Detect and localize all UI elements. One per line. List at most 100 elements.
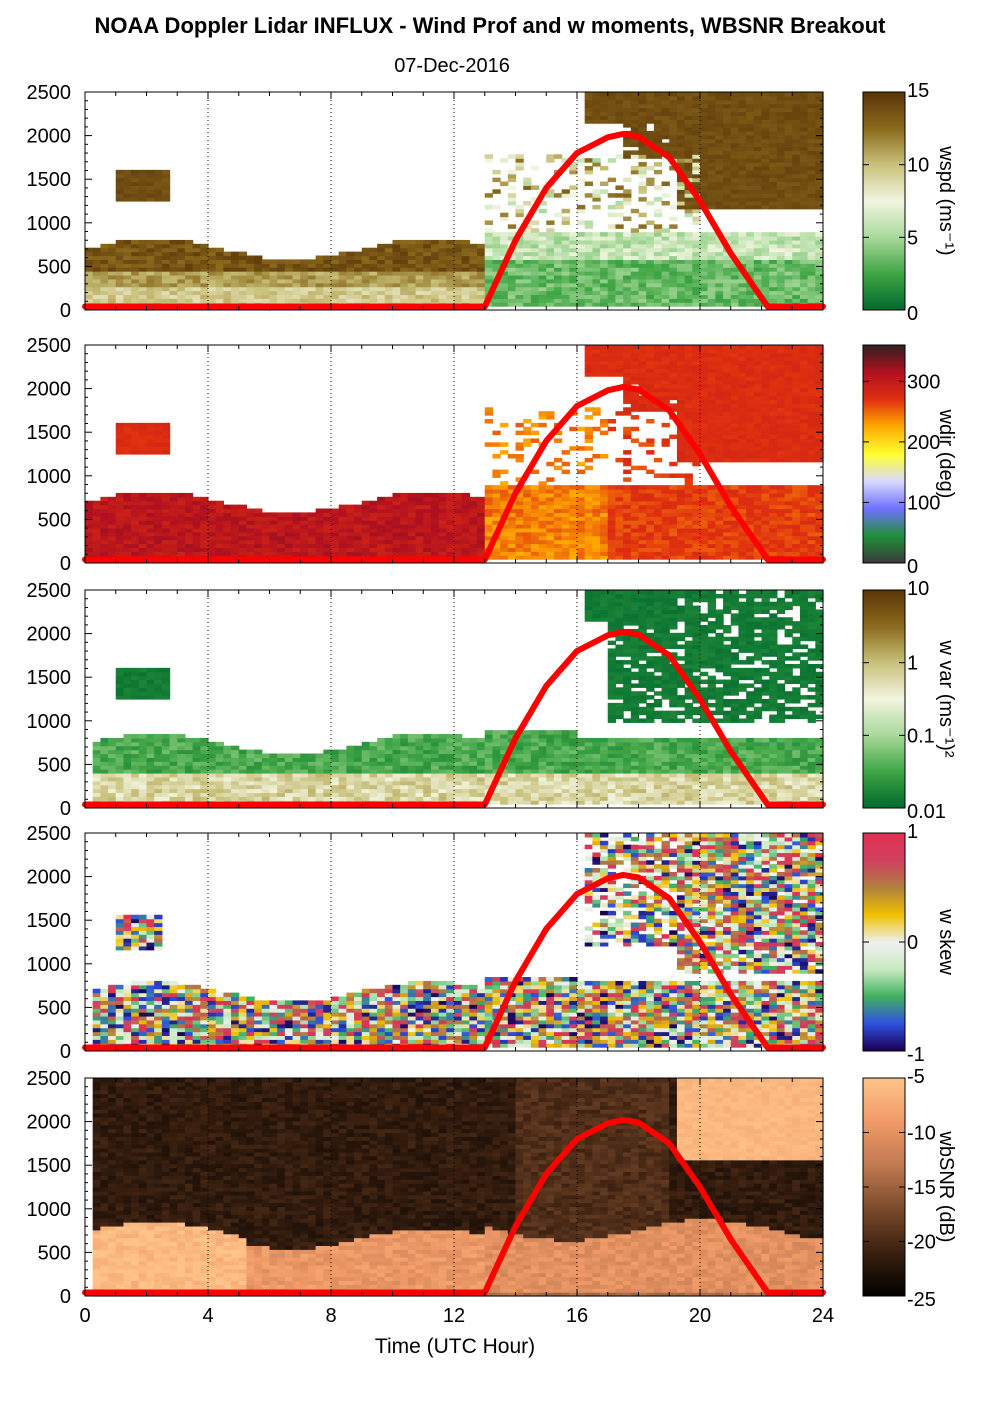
heatmap-cell: [115, 278, 125, 284]
heatmap-cell: [623, 290, 632, 296]
heatmap-cell: [707, 294, 716, 299]
heatmap-cell: [515, 454, 524, 459]
heatmap-cell: [231, 551, 240, 556]
heatmap-cell: [530, 220, 540, 225]
heatmap-cell: [392, 547, 401, 552]
heatmap-cell: [523, 527, 532, 533]
heatmap-cell: [530, 236, 540, 241]
heatmap-cell: [715, 92, 724, 97]
heatmap-cell: [569, 255, 578, 260]
heatmap-cell: [715, 158, 724, 163]
heatmap-cell: [799, 290, 809, 296]
heatmap-cell: [815, 154, 824, 159]
heatmap-cell: [146, 426, 155, 432]
heatmap-cell: [669, 236, 678, 241]
heatmap-cell: [553, 543, 563, 549]
heatmap-cell: [361, 531, 371, 537]
heatmap-cell: [553, 438, 563, 443]
heatmap-cell: [700, 496, 709, 502]
heatmap-cell: [323, 298, 332, 303]
heatmap-cell: [784, 411, 793, 416]
heatmap-cell: [538, 243, 547, 249]
heatmap-cell: [769, 130, 778, 136]
heatmap-cell: [600, 255, 609, 260]
heatmap-cell: [500, 504, 509, 510]
heatmap-cell: [123, 430, 132, 436]
heatmap-cell: [500, 531, 509, 537]
heatmap-cell: [669, 372, 678, 377]
heatmap-cell: [738, 454, 747, 459]
heatmap-cell: [469, 243, 478, 249]
heatmap-cell: [561, 271, 570, 276]
heatmap-cell: [692, 302, 701, 307]
heatmap-cell: [676, 142, 686, 148]
heatmap-cell: [169, 239, 178, 245]
heatmap-cell: [684, 130, 693, 136]
heatmap-cell: [746, 204, 755, 210]
heatmap-cell: [769, 146, 778, 151]
heatmap-cell: [776, 286, 786, 292]
heatmap-cell: [746, 107, 755, 113]
heatmap-cell: [600, 551, 609, 556]
heatmap-cell: [715, 348, 724, 354]
heatmap-cell: [584, 251, 593, 257]
heatmap-cell: [730, 387, 740, 393]
heatmap-cell: [769, 345, 778, 350]
heatmap-cell: [561, 524, 570, 529]
heatmap-cell: [723, 138, 732, 144]
heatmap-cell: [692, 547, 701, 552]
heatmap-cell: [738, 372, 747, 377]
heatmap-cell: [92, 286, 101, 292]
heatmap-cell: [676, 457, 686, 463]
heatmap-cell: [231, 263, 240, 268]
heatmap-cell: [715, 204, 724, 210]
heatmap-cell: [92, 274, 101, 280]
heatmap-cell: [161, 547, 171, 552]
heatmap-cell: [615, 271, 624, 276]
heatmap-cell: [131, 294, 140, 299]
heatmap-cell: [454, 271, 463, 276]
heatmap-cell: [769, 150, 778, 155]
heatmap-cell: [799, 271, 809, 276]
heatmap-cell: [538, 294, 547, 299]
heatmap-cell: [692, 368, 701, 373]
heatmap-cell: [538, 278, 547, 284]
heatmap-cell: [630, 251, 640, 257]
heatmap-cell: [146, 294, 155, 299]
heatmap-cell: [131, 426, 140, 432]
heatmap-cell: [469, 286, 478, 292]
heatmap-cell: [769, 169, 778, 175]
heatmap-cell: [400, 512, 409, 517]
heatmap-cell: [761, 146, 770, 151]
heatmap-cell: [630, 294, 640, 299]
heatmap-cell: [630, 239, 640, 245]
heatmap-cell: [138, 520, 148, 525]
heatmap-cell: [753, 130, 763, 136]
heatmap-cell: [223, 274, 232, 280]
heatmap-cell: [100, 520, 109, 525]
heatmap-cell: [530, 197, 540, 202]
heatmap-cell: [700, 154, 709, 159]
heatmap-cell: [615, 255, 624, 260]
heatmap-cell: [430, 298, 440, 303]
heatmap-cell: [584, 500, 593, 506]
heatmap-cell: [400, 263, 409, 268]
heatmap-cell: [776, 426, 786, 432]
heatmap-cell: [146, 430, 155, 436]
heatmap-cell: [331, 267, 340, 272]
heatmap-cell: [115, 263, 125, 268]
heatmap-cell: [676, 543, 686, 549]
heatmap-cell: [577, 243, 586, 249]
heatmap-cell: [676, 387, 686, 393]
heatmap-cell: [184, 271, 194, 276]
heatmap-cell: [400, 539, 409, 545]
heatmap-cell: [692, 127, 701, 132]
heatmap-cell: [600, 251, 609, 257]
heatmap-cell: [315, 259, 324, 264]
heatmap-cell: [700, 520, 709, 525]
heatmap-cell: [538, 286, 547, 292]
heatmap-cell: [769, 524, 778, 529]
heatmap-cell: [546, 243, 555, 249]
heatmap-cell: [707, 267, 716, 272]
